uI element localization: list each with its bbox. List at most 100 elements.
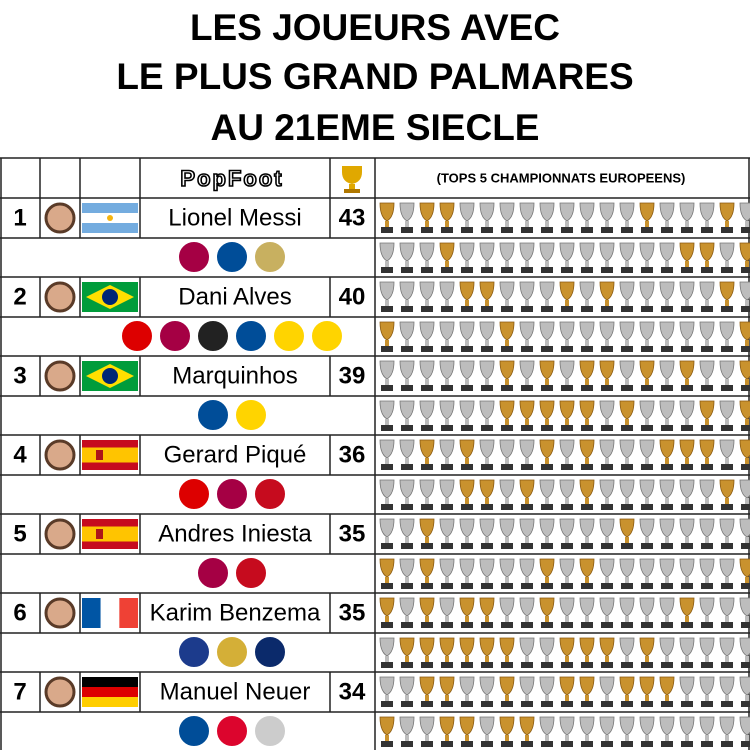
- trophy-icon: [639, 716, 655, 736]
- player-name: Lionel Messi: [168, 204, 301, 231]
- trophy-icon: [645, 695, 649, 701]
- trophy-icon: [501, 227, 513, 233]
- trophy-icon: [425, 735, 429, 741]
- trophy-icon: [719, 321, 735, 341]
- trophy-icon: [401, 227, 413, 233]
- trophy-icon: [659, 676, 675, 696]
- trophy-icon: [625, 537, 629, 543]
- club-logo: [120, 319, 154, 353]
- trophy-icon: [561, 227, 573, 233]
- trophy-icon: [725, 379, 729, 385]
- trophy-icon: [505, 379, 509, 385]
- trophy-icon: [405, 498, 409, 504]
- trophy-icon: [665, 616, 669, 622]
- trophy-icon: [581, 583, 593, 589]
- trophy-icon: [585, 577, 589, 583]
- trophy-icon: [699, 400, 715, 420]
- trophy-icon: [461, 622, 473, 628]
- trophy-icon: [541, 425, 553, 431]
- trophy-icon: [441, 543, 453, 549]
- trophy-icon: [619, 242, 635, 262]
- trophy-icon: [645, 577, 649, 583]
- trophy-icon: [545, 616, 549, 622]
- player-photo: [44, 360, 76, 392]
- trophy-icon: [579, 360, 595, 380]
- trophy-icon: [479, 637, 495, 657]
- trophy-icon: [405, 261, 409, 267]
- trophy-icon: [519, 676, 535, 696]
- trophy-icon: [401, 385, 413, 391]
- trophy-icon: [625, 419, 629, 425]
- trophy-icon: [619, 281, 635, 301]
- trophy-icon: [465, 261, 469, 267]
- trophy-icon: [559, 518, 575, 538]
- trophy-icon: [741, 662, 750, 668]
- trophy-icon: [739, 637, 750, 657]
- trophy-icon: [599, 202, 615, 222]
- trophy-icon: [545, 695, 549, 701]
- trophy-icon: [441, 701, 453, 707]
- trophy-icon: [685, 300, 689, 306]
- trophy-icon: [639, 281, 655, 301]
- trophy-icon: [385, 261, 389, 267]
- trophy-icon: [619, 716, 635, 736]
- trophy-icon: [459, 400, 475, 420]
- trophy-icon: [481, 464, 493, 470]
- trophy-icon: [605, 656, 609, 662]
- trophy-icon: [661, 504, 673, 510]
- trophy-icon: [685, 419, 689, 425]
- trophy-icon: [539, 202, 555, 222]
- trophy-icon: [381, 543, 393, 549]
- trophy-icon: [705, 458, 709, 464]
- trophy-icon: [665, 498, 669, 504]
- trophy-icon: [665, 379, 669, 385]
- trophy-icon: [745, 300, 749, 306]
- trophy-icon: [465, 616, 469, 622]
- trophy-icon: [559, 558, 575, 578]
- trophy-icon: [465, 340, 469, 346]
- trophy-icon: [685, 577, 689, 583]
- rank: 5: [13, 520, 26, 547]
- trophy-icon: [545, 458, 549, 464]
- trophy-icon: [445, 735, 449, 741]
- trophy-icon: [379, 321, 395, 341]
- trophy-icon: [621, 741, 633, 747]
- trophy-icon: [405, 340, 409, 346]
- trophy-icon: [405, 656, 409, 662]
- trophy-icon: [399, 360, 415, 380]
- trophy-icon: [505, 261, 509, 267]
- trophy-icon: [741, 583, 750, 589]
- trophy-icon: [701, 464, 713, 470]
- trophy-icon: [719, 360, 735, 380]
- rank: 1: [13, 204, 26, 231]
- trophy-icon: [701, 741, 713, 747]
- trophy-icon: [599, 321, 615, 341]
- trophy-icon: [619, 321, 635, 341]
- trophy-icon: [485, 379, 489, 385]
- trophy-icon: [601, 227, 613, 233]
- trophy-icon: [539, 558, 555, 578]
- trophy-icon: [605, 221, 609, 227]
- trophy-icon: [739, 676, 750, 696]
- trophy-icon: [425, 458, 429, 464]
- trophy-icon: [479, 676, 495, 696]
- trophy-icon: [539, 439, 555, 459]
- trophy-icon: [681, 227, 693, 233]
- trophy-icon: [481, 701, 493, 707]
- trophy-icon: [639, 360, 655, 380]
- trophy-icon: [465, 458, 469, 464]
- trophy-icon: [461, 267, 473, 273]
- trophy-icon: [441, 464, 453, 470]
- trophy-icon: [539, 400, 555, 420]
- trophy-icon: [605, 419, 609, 425]
- club-logo: [215, 714, 249, 748]
- trophy-icon: [419, 637, 435, 657]
- trophy-icon: [701, 701, 713, 707]
- trophy-icon: [479, 518, 495, 538]
- trophy-icon: [725, 419, 729, 425]
- trophy-icon: [721, 543, 733, 549]
- trophy-icon: [539, 360, 555, 380]
- trophy-icon: [645, 458, 649, 464]
- trophy-icon: [705, 537, 709, 543]
- trophy-icon: [441, 504, 453, 510]
